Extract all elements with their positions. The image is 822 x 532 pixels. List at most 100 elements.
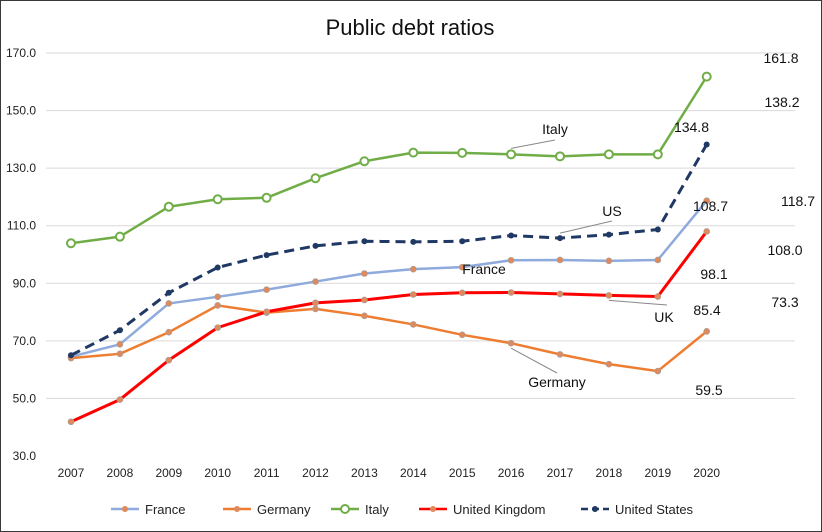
series-germany [67, 302, 711, 375]
series-line-united-states [70, 143, 708, 357]
annotation-leader-line [510, 347, 558, 374]
germany-2019-value-label: 59.5 [695, 382, 722, 398]
data-point [701, 71, 712, 82]
data-point [263, 308, 270, 316]
data-point [312, 278, 319, 285]
data-point [605, 360, 613, 368]
data-point [310, 173, 321, 184]
italy-2020-value-label: 161.8 [763, 50, 798, 66]
annotation-leader-line [608, 299, 668, 306]
y-tick-label: 150.0 [6, 104, 36, 118]
data-point [458, 331, 466, 339]
y-tick-label: 110.0 [7, 219, 36, 233]
us-2019-value-label: 108.7 [693, 198, 728, 214]
data-point [114, 231, 125, 242]
data-point [409, 265, 417, 273]
data-point [261, 192, 272, 203]
series-line-italy [70, 75, 708, 245]
x-tick-label: 2017 [547, 466, 574, 480]
data-point [555, 151, 565, 162]
data-point [507, 256, 515, 264]
legend-item-germany: Germany [223, 502, 311, 517]
series-lines [66, 71, 712, 426]
x-tick-label: 2012 [302, 466, 329, 480]
annotation-leader-line [559, 220, 613, 234]
x-tick-label: 2014 [400, 466, 427, 480]
us-series-label: US [602, 203, 621, 219]
legend-marker [122, 506, 128, 512]
x-tick-label: 2018 [596, 466, 623, 480]
data-point [654, 293, 662, 300]
legend-label: United Kingdom [453, 502, 546, 517]
data-point [459, 238, 466, 245]
data-point [116, 327, 123, 334]
data-point [556, 256, 564, 264]
data-point [508, 232, 515, 239]
data-point [66, 238, 76, 249]
data-point [361, 296, 368, 304]
data-point [165, 328, 173, 336]
data-point [116, 341, 124, 348]
data-point [457, 147, 468, 158]
annotations: Italy US France UK Germany 134.8 161.8 1… [462, 50, 815, 398]
france-2020-value-label: 118.7 [781, 193, 815, 209]
data-point [165, 289, 172, 296]
data-point [212, 194, 223, 205]
data-point [458, 263, 466, 271]
legend: France Germany Italy United Kingdom United S… [111, 502, 694, 517]
x-tick-label: 2016 [498, 466, 525, 480]
france-series-label: France [462, 261, 506, 277]
data-point [703, 141, 710, 148]
data-point [409, 291, 417, 298]
data-point [312, 299, 319, 307]
data-point [116, 350, 124, 358]
x-tick-label: 2009 [155, 466, 182, 480]
data-point [312, 305, 319, 313]
series-united-states [68, 141, 710, 359]
legend-item-italy: Italy [331, 502, 389, 517]
legend-item-united-states: United States [581, 502, 694, 517]
us-2020-value-label: 138.2 [764, 94, 799, 110]
france-2019-value-label: 98.1 [700, 266, 727, 282]
series-line-france [70, 199, 708, 358]
legend-label: Italy [365, 502, 389, 517]
y-tick-label: 90.0 [13, 276, 37, 290]
data-point [214, 302, 221, 309]
legend-marker [340, 504, 350, 514]
italy-series-label: Italy [542, 121, 568, 137]
data-point [68, 352, 74, 359]
data-point [605, 257, 613, 265]
series-france [67, 197, 711, 360]
data-point [605, 292, 613, 299]
data-point [703, 197, 711, 204]
data-point [165, 356, 173, 364]
x-axis-ticks: 2007 2008 2009 2010 2011 2012 2013 2014 2015 2016… [58, 466, 721, 480]
y-tick-label: 70.0 [13, 334, 37, 348]
y-tick-label: 50.0 [13, 391, 37, 405]
italy-2019-value-label: 134.8 [674, 119, 709, 135]
data-point [703, 328, 711, 335]
annotation-leader-line [511, 139, 556, 149]
legend-marker [592, 506, 598, 512]
data-point [557, 235, 563, 242]
data-point [654, 367, 662, 375]
data-point [214, 324, 221, 331]
data-point [359, 156, 370, 167]
series-line-united-kingdom [70, 230, 708, 424]
data-point [263, 286, 270, 293]
y-axis-ticks: 30.0 50.0 70.0 90.0 110.0 130.0 150.0 170.0 [6, 46, 36, 463]
uk-2020-value-label: 108.0 [767, 242, 802, 258]
uk-2019-value-label: 85.4 [693, 302, 720, 318]
data-point [506, 149, 517, 160]
x-tick-label: 2007 [58, 466, 85, 480]
data-point [361, 238, 368, 245]
series-united-kingdom [67, 228, 711, 426]
data-point [652, 149, 663, 160]
data-point [703, 228, 711, 235]
data-point [654, 226, 661, 233]
series-italy [66, 71, 712, 249]
grid-lines [46, 52, 795, 399]
data-point [654, 256, 662, 264]
